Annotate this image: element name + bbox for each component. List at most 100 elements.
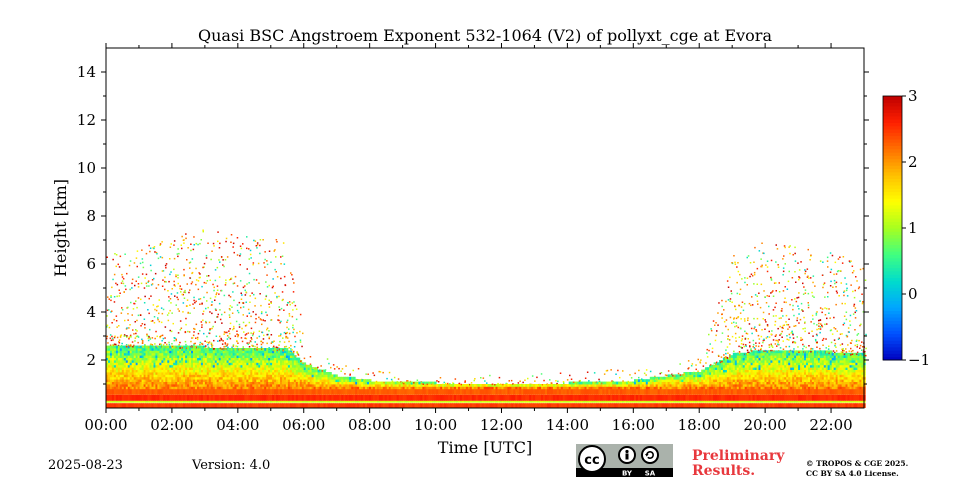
heatmap-cell: [313, 381, 316, 385]
heatmap-cell: [390, 378, 393, 381]
heatmap-cell: [376, 400, 380, 403]
heatmap-cell: [307, 372, 311, 375]
heatmap-cell: [268, 367, 271, 370]
heatmap-cell: [493, 403, 496, 408]
heatmap-cell: [165, 355, 168, 358]
heatmap-cell: [248, 342, 250, 344]
heatmap-cell: [288, 315, 291, 317]
heatmap-cell: [659, 379, 663, 382]
heatmap-cell: [260, 372, 263, 375]
heatmap-cell: [289, 376, 293, 380]
heatmap-cell: [641, 394, 645, 401]
heatmap-cell: [260, 384, 263, 387]
heatmap-cell: [539, 388, 542, 395]
heatmap-cell: [143, 345, 146, 349]
heatmap-cell: [697, 400, 700, 403]
heatmap-cell: [136, 306, 138, 309]
heatmap-cell: [341, 386, 344, 390]
heatmap-cell: [711, 351, 714, 353]
heatmap-cell: [215, 335, 218, 337]
heatmap-cell: [268, 379, 271, 382]
heatmap-cell: [313, 367, 316, 370]
heatmap-cell: [216, 355, 220, 358]
heatmap-cell: [231, 306, 233, 308]
heatmap-cell: [659, 372, 661, 375]
heatmap-cell: [216, 289, 219, 291]
heatmap-cell: [111, 348, 115, 351]
heatmap-cell: [394, 403, 398, 408]
heatmap-cell: [180, 291, 182, 293]
heatmap-cell: [345, 394, 348, 401]
heatmap-cell: [570, 388, 574, 395]
heatmap-cell: [151, 283, 154, 285]
heatmap-cell: [280, 379, 283, 382]
heatmap-cell: [303, 364, 307, 368]
heatmap-cell: [426, 381, 429, 385]
heatmap-cell: [181, 352, 184, 356]
heatmap-cell: [149, 337, 151, 339]
heatmap-cell: [260, 352, 263, 356]
heatmap-cell: [113, 400, 117, 403]
heatmap-cell: [173, 364, 176, 368]
heatmap-cell: [175, 403, 178, 408]
heatmap-cell: [507, 388, 510, 395]
heatmap-cell: [175, 350, 178, 354]
heatmap-cell: [161, 256, 164, 259]
heatmap-cell: [218, 367, 222, 370]
heatmap-cell: [665, 388, 668, 395]
heatmap-cell: [550, 403, 554, 408]
heatmap-cell: [268, 362, 271, 366]
heatmap-cell: [173, 268, 175, 271]
heatmap-cell: [159, 256, 162, 258]
heatmap-cell: [129, 324, 131, 326]
heatmap-cell: [141, 369, 144, 373]
heatmap-cell: [256, 372, 259, 375]
heatmap-cell: [260, 376, 263, 380]
heatmap-cell: [527, 403, 530, 408]
heatmap-cell: [248, 346, 251, 348]
heatmap-cell: [218, 388, 222, 395]
heatmap-cell: [197, 352, 200, 356]
heatmap-cell: [610, 384, 613, 387]
heatmap-cell: [277, 314, 280, 317]
heatmap-cell: [141, 350, 144, 354]
heatmap-cell: [412, 403, 415, 408]
heatmap-cell: [418, 400, 421, 403]
heatmap-cell: [420, 388, 423, 395]
heatmap-cell: [175, 388, 178, 395]
heatmap-cell: [260, 403, 263, 408]
heatmap-cell: [384, 384, 388, 387]
heatmap-cell: [106, 364, 109, 368]
heatmap-cell: [123, 362, 127, 366]
heatmap-cell: [206, 352, 210, 356]
heatmap-cell: [135, 403, 139, 408]
heatmap-cell: [115, 362, 119, 366]
heatmap-cell: [339, 376, 342, 380]
heatmap-cell: [135, 379, 139, 382]
heatmap-cell: [159, 360, 162, 363]
heatmap-cell: [187, 386, 190, 390]
heatmap-cell: [580, 403, 583, 408]
heatmap-cell: [495, 394, 498, 401]
heatmap-cell: [343, 400, 346, 403]
heatmap-cell: [167, 388, 170, 395]
heatmap-cell: [183, 362, 186, 366]
heatmap-cell: [220, 367, 224, 370]
heatmap-cell: [179, 320, 182, 322]
heatmap-cell: [131, 372, 135, 375]
heatmap-cell: [228, 394, 231, 401]
heatmap-cell: [272, 381, 275, 385]
heatmap-cell: [293, 367, 297, 370]
heatmap-cell: [193, 350, 196, 354]
heatmap-cell: [264, 372, 267, 375]
heatmap-cell: [193, 369, 196, 373]
heatmap-cell: [344, 373, 346, 375]
heatmap-cell: [444, 403, 447, 408]
heatmap-cell: [246, 394, 249, 401]
heatmap-cell: [226, 384, 229, 387]
heatmap-cell: [487, 400, 490, 403]
heatmap-cell: [232, 400, 235, 403]
heatmap-cell: [181, 293, 183, 296]
heatmap-cell: [365, 386, 368, 390]
heatmap-cell: [161, 372, 164, 375]
